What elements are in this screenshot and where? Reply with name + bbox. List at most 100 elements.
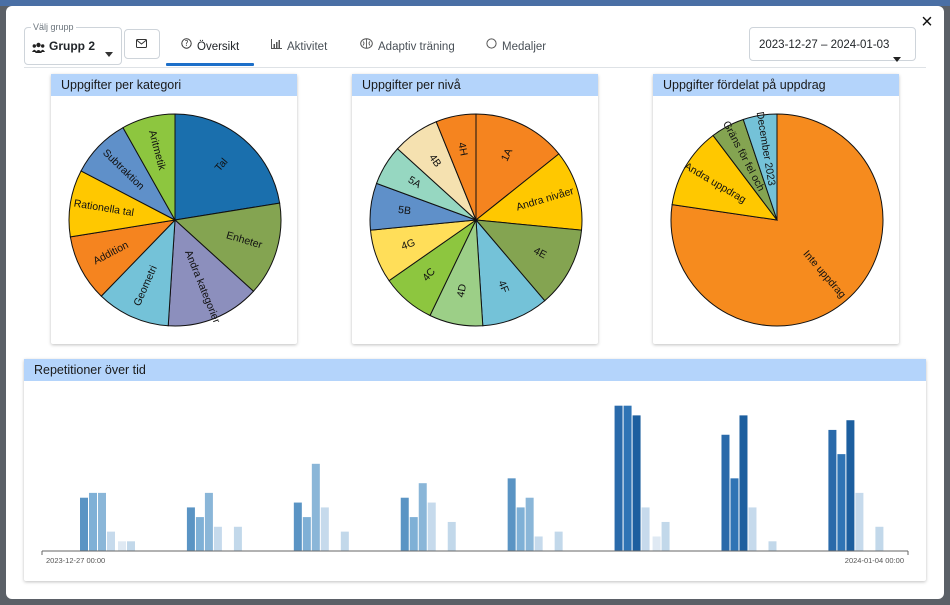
tab-aktivitet[interactable]: Aktivitet bbox=[271, 27, 327, 67]
bar-chart-repetitioner: 2023-12-27 00:00 2024-01-04 00:00 bbox=[41, 405, 909, 565]
pie-slice[interactable] bbox=[475, 113, 560, 222]
bar-2023-12-27[interactable] bbox=[107, 531, 115, 552]
tab-label: Medaljer bbox=[502, 41, 547, 54]
pie-slice[interactable] bbox=[122, 113, 176, 222]
date-range-picker[interactable]: 2023-12-27 – 2024-01-03 bbox=[749, 27, 916, 62]
bar-2023-12-28[interactable] bbox=[233, 526, 242, 551]
bar-2024-01-01[interactable] bbox=[632, 415, 641, 552]
brain-icon bbox=[360, 26, 373, 66]
pie-slice-label: 4G bbox=[400, 237, 417, 253]
bar-2023-12-28[interactable] bbox=[213, 526, 222, 551]
bar-2023-12-31[interactable] bbox=[507, 478, 516, 551]
pie-slice-label: 4F bbox=[495, 279, 511, 295]
bar-2024-01-01[interactable] bbox=[614, 405, 623, 551]
group-select[interactable]: Välj grupp Grupp 2 bbox=[24, 21, 122, 65]
tab-label: Översikt bbox=[197, 41, 240, 54]
group-select-label: Välj grupp bbox=[31, 21, 76, 33]
bar-2024-01-01[interactable] bbox=[623, 405, 632, 551]
bar-2023-12-29[interactable] bbox=[311, 463, 320, 551]
bar-2024-01-03[interactable] bbox=[828, 429, 837, 551]
pie-slice[interactable] bbox=[670, 113, 884, 327]
header-divider bbox=[24, 67, 926, 68]
bar-2024-01-01[interactable] bbox=[641, 507, 650, 551]
bar-2024-01-01[interactable] bbox=[661, 521, 670, 551]
pie-slice-label: 5B bbox=[397, 204, 411, 218]
pie-slice-label: 4E bbox=[532, 245, 549, 262]
bar-2023-12-27[interactable] bbox=[118, 541, 126, 551]
bar-2024-01-02[interactable] bbox=[730, 478, 739, 551]
question-circle-icon: ? bbox=[181, 26, 192, 66]
bar-2024-01-01[interactable] bbox=[652, 536, 661, 551]
pie-slice[interactable] bbox=[671, 134, 779, 221]
pie-slice[interactable] bbox=[435, 113, 477, 221]
pie-slice-label: 5A bbox=[406, 174, 423, 191]
bar-2023-12-27[interactable] bbox=[127, 541, 135, 551]
bar-2023-12-30[interactable] bbox=[427, 502, 436, 551]
chart-title: Repetitioner över tid bbox=[24, 359, 926, 381]
pie-card-uppdrag: Uppgifter fördelat på uppdrag Inte uppdr… bbox=[653, 74, 899, 344]
tab-oversikt[interactable]: ? Översikt bbox=[181, 27, 239, 67]
bar-2024-01-03[interactable] bbox=[846, 420, 855, 551]
bar-2023-12-31[interactable] bbox=[525, 497, 534, 551]
chart-title: Uppgifter per kategori bbox=[51, 74, 297, 96]
tab-label: Adaptiv träning bbox=[378, 41, 455, 54]
bar-2024-01-03[interactable] bbox=[875, 526, 884, 551]
bar-2024-01-03[interactable] bbox=[855, 492, 864, 552]
pie-slice-label: 4H bbox=[455, 141, 469, 156]
bar-2023-12-29[interactable] bbox=[340, 531, 349, 552]
bar-2023-12-29[interactable] bbox=[320, 507, 329, 551]
x-start-label: 2023-12-27 00:00 bbox=[46, 556, 105, 565]
chart-title: Uppgifter per nivå bbox=[352, 74, 598, 96]
group-users-icon bbox=[32, 40, 45, 58]
pie-card-niva: Uppgifter per nivå 1A Andra nivåer 4E 4F 4D 4… bbox=[352, 74, 598, 344]
bar-2023-12-30[interactable] bbox=[418, 483, 427, 551]
pie-slice-label: 1A bbox=[499, 147, 515, 164]
svg-text:?: ? bbox=[185, 39, 189, 48]
x-end-label: 2024-01-04 00:00 bbox=[845, 556, 904, 565]
bar-2023-12-30[interactable] bbox=[400, 497, 409, 551]
pie-slice[interactable] bbox=[167, 218, 255, 327]
bar-card-repetitioner: Repetitioner över tid 2023-12-27 00:00 2… bbox=[24, 359, 926, 581]
bar-2023-12-28[interactable] bbox=[195, 517, 204, 551]
bar-2023-12-27[interactable] bbox=[98, 492, 106, 552]
tab-adaptiv-traning[interactable]: Adaptiv träning bbox=[360, 27, 455, 67]
bar-2023-12-27[interactable] bbox=[80, 497, 88, 551]
bar-2023-12-30[interactable] bbox=[409, 517, 418, 551]
tab-medaljer[interactable]: Medaljer bbox=[486, 27, 546, 67]
bar-2024-01-02[interactable] bbox=[748, 507, 757, 551]
pie-slice[interactable] bbox=[474, 219, 583, 302]
bar-2024-01-02[interactable] bbox=[768, 541, 777, 551]
caret-down-icon bbox=[893, 42, 901, 76]
pie-slice[interactable] bbox=[100, 218, 176, 327]
bar-2023-12-28[interactable] bbox=[186, 507, 195, 551]
bar-2023-12-30[interactable] bbox=[447, 521, 456, 551]
tab-label: Aktivitet bbox=[287, 41, 328, 54]
pie-slice[interactable] bbox=[173, 202, 282, 292]
bar-2023-12-29[interactable] bbox=[302, 517, 311, 551]
chart-icon bbox=[271, 26, 282, 66]
caret-down-icon bbox=[105, 44, 113, 62]
date-range-value: 2023-12-27 – 2024-01-03 bbox=[759, 39, 890, 51]
statistics-modal: × Välj grupp Grupp 2 ? Översikt bbox=[6, 6, 944, 599]
bar-2023-12-27[interactable] bbox=[89, 492, 97, 552]
bar-2024-01-02[interactable] bbox=[739, 415, 748, 552]
pie-slice[interactable] bbox=[742, 113, 778, 221]
bar-2023-12-31[interactable] bbox=[516, 507, 525, 551]
envelope-icon bbox=[136, 39, 147, 48]
bar-2023-12-31[interactable] bbox=[554, 531, 563, 552]
mail-button[interactable] bbox=[124, 29, 160, 59]
bar-2024-01-03[interactable] bbox=[837, 454, 846, 552]
bar-2023-12-31[interactable] bbox=[534, 536, 543, 551]
pie-slice[interactable] bbox=[474, 153, 583, 231]
pie-slice-label: 4D bbox=[455, 283, 469, 299]
bar-2023-12-29[interactable] bbox=[293, 502, 302, 551]
bar-2024-01-02[interactable] bbox=[721, 434, 730, 551]
close-button[interactable]: × bbox=[921, 11, 933, 33]
group-select-value: Grupp 2 bbox=[49, 39, 96, 53]
pie-slice[interactable] bbox=[174, 113, 281, 221]
bar-2023-12-28[interactable] bbox=[204, 492, 213, 552]
chart-title: Uppgifter fördelat på uppdrag bbox=[653, 74, 899, 96]
